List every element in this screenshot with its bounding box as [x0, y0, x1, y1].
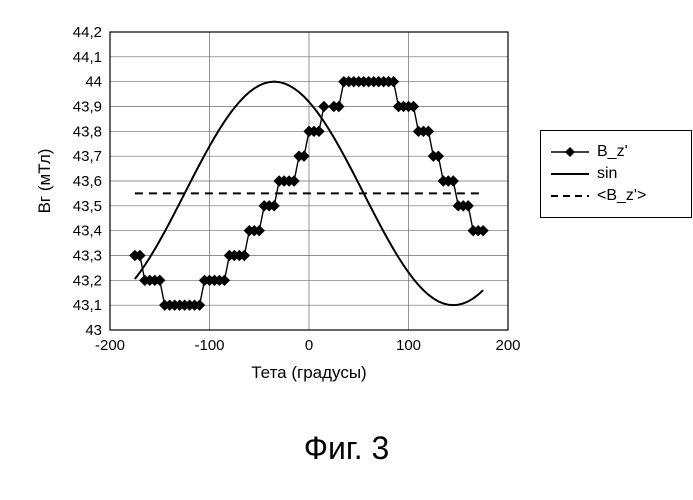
chart-svg: -200 -100 0 100 200 43 43,1 43,2 43,3 43,4 43,5 43,… — [30, 20, 520, 400]
svg-text:Тета (градусы): Тета (градусы) — [251, 363, 366, 382]
legend-swatch-bz — [551, 145, 589, 159]
legend-item-sin: sin — [551, 165, 681, 183]
legend-item-bz: B_z' — [551, 143, 681, 161]
legend-item-mean: <B_z'> — [551, 187, 681, 205]
svg-text:43,3: 43,3 — [73, 248, 102, 265]
svg-text:43,5: 43,5 — [73, 198, 102, 215]
svg-text:Вг (мТл): Вг (мТл) — [35, 149, 54, 214]
chart: -200 -100 0 100 200 43 43,1 43,2 43,3 43,4 43,5 43,… — [30, 20, 520, 400]
svg-text:43,8: 43,8 — [73, 123, 102, 140]
svg-text:200: 200 — [495, 337, 520, 354]
legend-label-mean: <B_z'> — [597, 187, 681, 205]
legend-swatch-mean — [551, 189, 589, 203]
svg-text:43,7: 43,7 — [73, 148, 102, 165]
svg-text:44: 44 — [85, 74, 102, 91]
legend-label-sin: sin — [597, 165, 681, 183]
figure-caption: Фиг. 3 — [0, 430, 693, 467]
svg-text:0: 0 — [305, 337, 313, 354]
svg-text:43: 43 — [85, 322, 102, 339]
svg-text:44,1: 44,1 — [73, 49, 102, 66]
svg-text:43,6: 43,6 — [73, 173, 102, 190]
legend: B_z' sin <B_z'> — [540, 130, 692, 218]
legend-swatch-sin — [551, 167, 589, 181]
svg-text:44,2: 44,2 — [73, 24, 102, 41]
svg-text:43,2: 43,2 — [73, 272, 102, 289]
svg-text:43,4: 43,4 — [73, 223, 102, 240]
legend-label-bz: B_z' — [597, 143, 681, 161]
svg-text:-100: -100 — [194, 337, 224, 354]
svg-text:100: 100 — [396, 337, 421, 354]
svg-text:43,1: 43,1 — [73, 297, 102, 314]
svg-text:43,9: 43,9 — [73, 99, 102, 116]
svg-text:-200: -200 — [95, 337, 125, 354]
